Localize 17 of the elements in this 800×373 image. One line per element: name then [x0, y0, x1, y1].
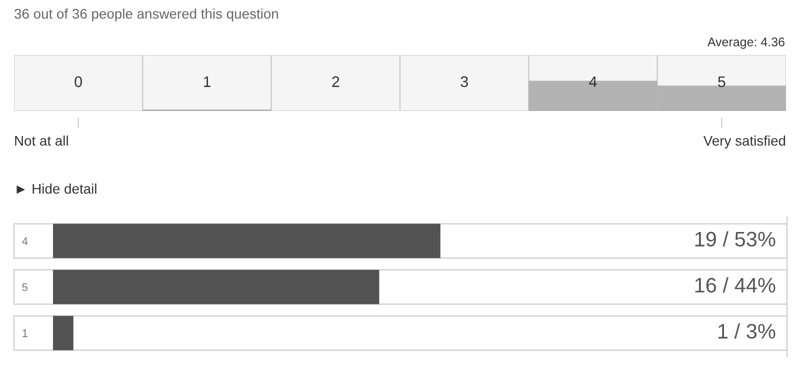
x-tick-label: 4	[589, 76, 597, 87]
x-tick-label: 1	[204, 76, 211, 87]
text: Not at all	[15, 136, 68, 146]
x-tick-label: 0	[74, 76, 82, 88]
data-label: 19 / 53%	[695, 231, 776, 247]
y-tick-label: 4	[22, 237, 28, 245]
x-tick-label: 2	[332, 76, 340, 87]
data-label: 16 / 44%	[695, 277, 776, 293]
chart-title: 36 out of 36 people answered this question	[14, 8, 278, 22]
x-tick-label: 3	[460, 76, 468, 88]
data-label: 1 / 3%	[718, 323, 776, 339]
text: Average: 4.36	[707, 38, 784, 49]
text: Very satisfied	[703, 136, 786, 148]
y-tick-label: 1	[22, 329, 28, 338]
chart-title: ► Hide detail	[16, 184, 96, 194]
y-tick-label: 5	[22, 283, 28, 292]
x-tick-label: 5	[718, 76, 726, 88]
